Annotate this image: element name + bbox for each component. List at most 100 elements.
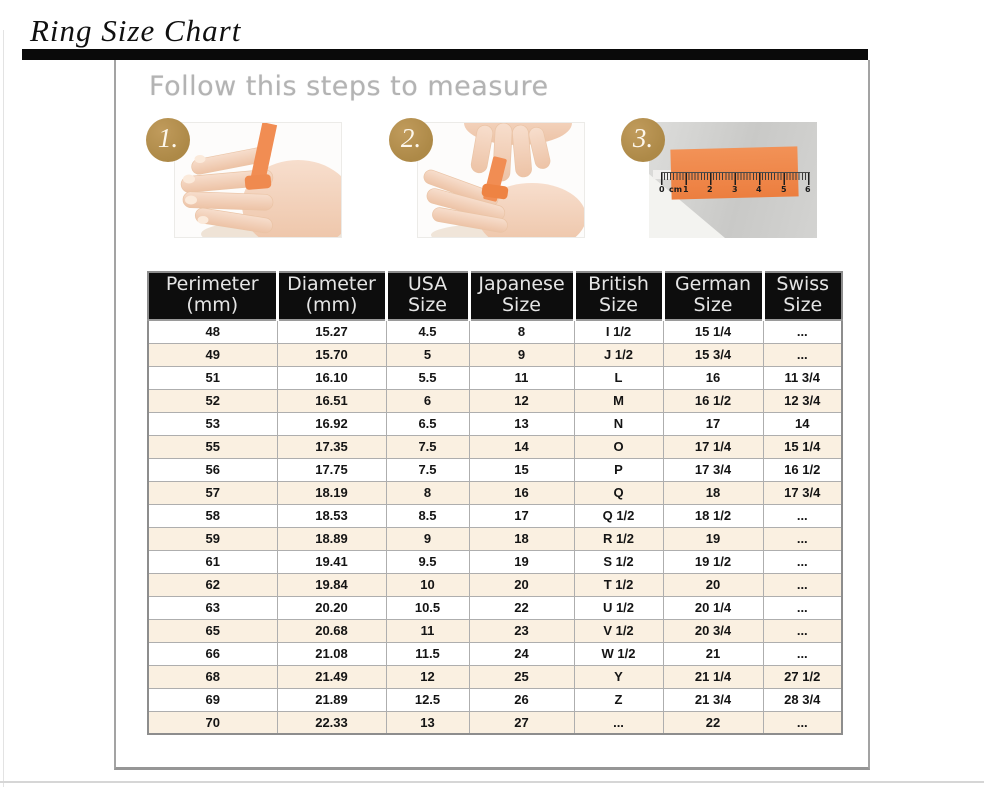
table-cell: 24: [468, 641, 575, 666]
table-cell: 18.89: [276, 526, 387, 551]
table-cell: 9: [385, 526, 470, 551]
table-row: 58 18.53 8.5 17 Q 1/2 18 1/2...: [147, 503, 843, 528]
table-cell: 15 3/4: [662, 342, 764, 367]
table-cell: 11: [468, 365, 575, 390]
table-cell: S 1/2: [573, 549, 664, 574]
table-cell: 21.08: [276, 641, 387, 666]
table-cell: I 1/2: [573, 319, 664, 344]
step-number-badge: 2.: [389, 118, 433, 162]
table-cell: 10.5: [385, 595, 470, 620]
table-cell: 16 1/2: [662, 388, 764, 413]
table-cell: 61: [147, 549, 278, 574]
col-header-japanese: Japanese Size: [469, 272, 576, 321]
table-cell: ...: [762, 549, 843, 574]
table-cell: ...: [762, 595, 843, 620]
table-cell: 6.5: [385, 411, 470, 436]
table-cell: 17 3/4: [762, 480, 843, 505]
table-cell: 15: [468, 457, 575, 482]
title-divider-bar: [22, 49, 868, 60]
table-cell: 4.5: [385, 319, 470, 344]
table-row: 56 17.75 7.5 15 P 17 3/4 16 1/2: [147, 457, 843, 482]
table-row: 53 16.92 6.5 13 N 17 14: [147, 411, 843, 436]
table-cell: 16.92: [276, 411, 387, 436]
table-cell: 17.35: [276, 434, 387, 459]
table-cell: 12.5: [385, 687, 470, 712]
table-cell: W 1/2: [573, 641, 664, 666]
table-cell: 15.27: [276, 319, 387, 344]
table-cell: 6: [385, 388, 470, 413]
table-cell: Q: [573, 480, 664, 505]
table-cell: U 1/2: [573, 595, 664, 620]
table-row: 52 16.51 6 12 M 16 1/2 12 3/4: [147, 388, 843, 413]
table-cell: 66: [147, 641, 278, 666]
table-cell: 18.53: [276, 503, 387, 528]
table-cell: ...: [573, 710, 664, 735]
table-row: 55 17.35 7.5 14 O 17 1/4 15 1/4: [147, 434, 843, 459]
ruler-label: 2: [707, 185, 713, 194]
ring-size-table: Perimeter (mm) Diameter (mm) USA Size Ja…: [147, 271, 843, 735]
table-cell: 15 1/4: [762, 434, 843, 459]
table-row: 59 18.89 9 18 R 1/2 19...: [147, 526, 843, 551]
step-number-label: 1.: [157, 123, 179, 153]
step-number-label: 2.: [400, 123, 422, 153]
table-cell: 55: [147, 434, 278, 459]
table-cell: Z: [573, 687, 664, 712]
table-cell: Q 1/2: [573, 503, 664, 528]
hands-wrapping-ribbon-illustration: [418, 123, 584, 237]
table-cell: 27 1/2: [762, 664, 843, 689]
table-cell: 28 3/4: [762, 687, 843, 712]
table-cell: Y: [573, 664, 664, 689]
table-cell: ...: [762, 503, 843, 528]
table-row: 49 15.70 5 9 J 1/2 15 3/4...: [147, 342, 843, 367]
ruler-label: 0: [659, 185, 665, 194]
table-row: 69 21.89 12.5 26 Z 21 3/4 28 3/4: [147, 687, 843, 712]
table-row: 63 20.20 10.5 22 U 1/2 20 1/4...: [147, 595, 843, 620]
step-number-badge: 1.: [146, 118, 190, 162]
table-cell: 51: [147, 365, 278, 390]
table-cell: 16: [662, 365, 764, 390]
table-cell: 69: [147, 687, 278, 712]
table-row: 68 21.49 12 25 Y 21 1/4 27 1/2: [147, 664, 843, 689]
table-cell: 17 1/4: [662, 434, 764, 459]
table-cell: L: [573, 365, 664, 390]
table-header-row: Perimeter (mm) Diameter (mm) USA Size Ja…: [148, 272, 842, 321]
table-cell: 21 3/4: [662, 687, 764, 712]
table-cell: 56: [147, 457, 278, 482]
table-cell: 5: [385, 342, 470, 367]
table-cell: 22: [662, 710, 764, 735]
table-cell: O: [573, 434, 664, 459]
table-cell: 11 3/4: [762, 365, 843, 390]
table-row: 51 16.10 5.5 11 L 16 11 3/4: [147, 365, 843, 390]
table-cell: T 1/2: [573, 572, 664, 597]
table-cell: 53: [147, 411, 278, 436]
table-cell: ...: [762, 319, 843, 344]
table-cell: 8: [468, 319, 575, 344]
step-number-label: 3.: [632, 123, 654, 153]
step-number-badge: 3.: [621, 118, 665, 162]
table-cell: 52: [147, 388, 278, 413]
table-row: 66 21.08 11.5 24 W 1/2 21...: [147, 641, 843, 666]
table-cell: 26: [468, 687, 575, 712]
col-header-perimeter: Perimeter (mm): [148, 272, 279, 321]
table-cell: 19: [468, 549, 575, 574]
table-cell: 68: [147, 664, 278, 689]
table-row: 62 19.84 10 20 T 1/2 20...: [147, 572, 843, 597]
table-cell: 18 1/2: [662, 503, 764, 528]
ruler-label: cm: [669, 185, 683, 194]
table-row: 70 22.33 13 27... 22...: [147, 710, 843, 735]
table-cell: 57: [147, 480, 278, 505]
table-cell: 17 3/4: [662, 457, 764, 482]
table-cell: 20: [468, 572, 575, 597]
table-cell: 9.5: [385, 549, 470, 574]
table-cell: 20: [662, 572, 764, 597]
table-cell: 20.20: [276, 595, 387, 620]
table-cell: 20.68: [276, 618, 387, 643]
table-cell: 8.5: [385, 503, 470, 528]
table-cell: 70: [147, 710, 278, 735]
table-cell: 58: [147, 503, 278, 528]
table-cell: 62: [147, 572, 278, 597]
table-cell: 11.5: [385, 641, 470, 666]
step2-hands-photo: [417, 122, 585, 238]
table-cell: R 1/2: [573, 526, 664, 551]
table-cell: 18.19: [276, 480, 387, 505]
